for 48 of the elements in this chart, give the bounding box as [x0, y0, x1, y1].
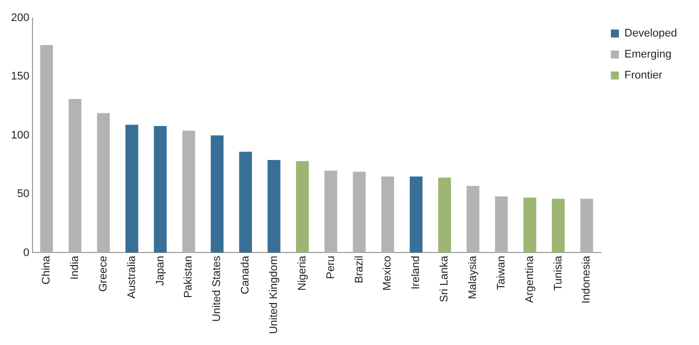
x-tick-label: Peru [324, 256, 337, 279]
x-tick-label: Mexico [382, 256, 394, 291]
x-tick-label: United States [211, 255, 224, 322]
x-tick-label: Malaysia [467, 254, 480, 300]
bar [381, 176, 394, 253]
x-tick-label: China [40, 254, 53, 284]
x-tick-label: Indonesia [580, 254, 593, 304]
bar [523, 198, 536, 253]
bar [352, 172, 366, 253]
bar [239, 152, 252, 253]
x-tick-label: Pakistan [182, 256, 195, 298]
y-tick-label: 50 [17, 188, 30, 200]
y-tick-label: 0 [23, 246, 30, 259]
bar [438, 178, 451, 253]
x-tick-label: Ireland [410, 256, 422, 290]
bar [580, 198, 594, 253]
bar [552, 198, 565, 253]
y-tick-label: 200 [10, 12, 30, 24]
bar [324, 170, 338, 253]
bar [268, 160, 280, 253]
x-tick-label: Australia [126, 254, 138, 299]
x-tick-label: Brazil [353, 256, 366, 284]
bar [154, 126, 167, 253]
x-tick-label: Sri Lanka [438, 254, 451, 302]
x-tick-label: Nigeria [296, 254, 308, 291]
x-tick-label: Argentina [524, 254, 536, 303]
legend-label: Developed [624, 28, 677, 40]
bar [40, 44, 53, 253]
x-tick-label: Canada [240, 254, 252, 294]
x-tick-label: Japan [154, 256, 166, 286]
bar [210, 135, 224, 253]
x-tick-label: India [69, 254, 82, 280]
bar [466, 186, 480, 253]
bar [125, 124, 138, 253]
y-tick-label: 150 [10, 70, 30, 83]
x-tick-label: Tunisia [552, 254, 564, 291]
bar [68, 98, 82, 253]
legend-label: Emerging [624, 48, 672, 61]
bar [97, 113, 110, 253]
x-tick-label: United Kingdom [268, 256, 280, 334]
bar [182, 130, 196, 253]
x-tick-label: Taiwan [495, 256, 508, 290]
x-tick-label: Greece [97, 256, 110, 292]
bar [296, 161, 309, 253]
bar [410, 176, 423, 253]
y-tick-label: 100 [10, 129, 30, 142]
legend-label: Frontier [624, 70, 663, 82]
bar [495, 196, 508, 253]
